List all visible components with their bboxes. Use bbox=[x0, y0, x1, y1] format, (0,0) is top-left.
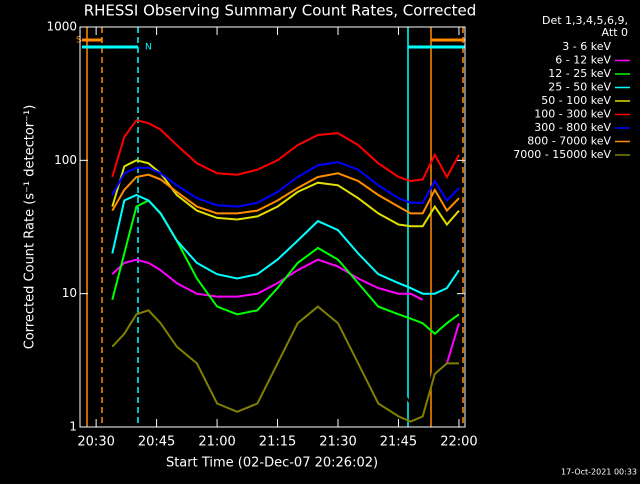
x-tick-label: 21:30 bbox=[319, 435, 356, 450]
x-tick-label: 22:00 bbox=[440, 435, 477, 450]
legend-label: 3 - 6 keV bbox=[562, 40, 611, 53]
footer: 17-Oct-2021 00:33 bbox=[561, 468, 637, 477]
series-line bbox=[111, 161, 460, 208]
series-line bbox=[111, 159, 460, 228]
chart-title: RHESSI Observing Summary Count Rates, Co… bbox=[84, 2, 477, 20]
series-line bbox=[111, 258, 460, 364]
series-line bbox=[111, 281, 460, 419]
legend-label: 800 - 7000 keV bbox=[527, 135, 611, 148]
decorations bbox=[82, 27, 465, 427]
series-line bbox=[111, 193, 460, 295]
legend-title: Att 0 bbox=[602, 26, 628, 39]
annotation: N bbox=[145, 43, 152, 53]
series-line bbox=[111, 119, 460, 183]
x-axis-label: Start Time (02-Dec-07 20:26:02) bbox=[166, 456, 378, 471]
plot-frame bbox=[79, 26, 466, 428]
legend-label: 100 - 300 keV bbox=[534, 108, 611, 121]
annotation: S bbox=[76, 36, 82, 46]
legend-label: 25 - 50 keV bbox=[548, 81, 611, 94]
legend-title: Det 1,3,4,5,6,9, bbox=[542, 14, 628, 27]
y-tick-label: 10 bbox=[62, 286, 77, 300]
x-tick-label: 21:00 bbox=[198, 435, 235, 450]
legend-label: 6 - 12 keV bbox=[555, 54, 611, 67]
series-line bbox=[111, 172, 460, 215]
x-tick-label: 21:45 bbox=[380, 435, 417, 450]
y-tick-label: 1000 bbox=[46, 20, 77, 34]
x-tick-label: 20:30 bbox=[77, 435, 114, 450]
legend-label: 7000 - 15000 keV bbox=[513, 148, 611, 161]
legend-label: 12 - 25 keV bbox=[548, 67, 611, 80]
x-tick-label: 21:15 bbox=[259, 435, 296, 450]
y-tick-label: 100 bbox=[54, 153, 77, 167]
y-axis-label: Corrected Count Rate (s⁻¹ detector⁻¹) bbox=[23, 105, 38, 350]
y-tick-label: 1 bbox=[69, 420, 77, 434]
legend-label: 50 - 100 keV bbox=[541, 94, 611, 107]
legend-label: 300 - 800 keV bbox=[534, 121, 611, 134]
series-line bbox=[111, 305, 459, 423]
x-tick-label: 20:45 bbox=[138, 435, 175, 450]
